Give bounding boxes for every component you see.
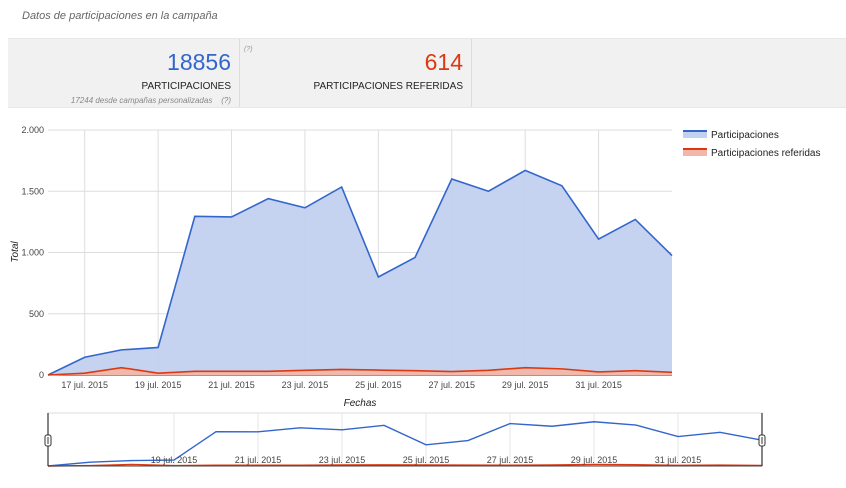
stat-participations-sub-text: 17244 desde campañas personalizadas — [70, 96, 213, 105]
stat-participations-sub: 17244 desde campañas personalizadas (?) — [71, 96, 231, 105]
stat-referred-label: PARTICIPACIONES REFERIDAS — [313, 81, 463, 92]
x-tick-label: 17 jul. 2015 — [61, 380, 108, 390]
y-tick-label: 1.000 — [21, 248, 44, 258]
navigator-tick-label: 27 jul. 2015 — [487, 455, 534, 465]
legend-label-1: Participaciones referidas — [711, 148, 821, 159]
line-series-0 — [47, 169, 673, 376]
stat-participations-label: PARTICIPACIONES — [141, 81, 231, 92]
y-axis-title: Total — [10, 241, 21, 263]
x-tick-label: 31 jul. 2015 — [575, 380, 622, 390]
x-tick-label: 25 jul. 2015 — [355, 380, 402, 390]
navigator-line-0 — [47, 421, 763, 467]
legend-label-0: Participaciones — [711, 130, 779, 141]
legend: Participaciones Participaciones referidas — [683, 130, 821, 159]
y-axis-ticks: 0 500 1.000 1.500 2.000 — [21, 125, 44, 380]
navigator-line-1 — [47, 463, 763, 467]
stat-participations: 18856 PARTICIPACIONES 17244 desde campañ… — [8, 39, 240, 107]
help-icon[interactable]: (?) — [244, 46, 253, 53]
stat-referred-value: 614 — [424, 49, 463, 75]
y-tick-label: 500 — [29, 309, 44, 319]
y-tick-label: 2.000 — [21, 125, 44, 135]
navigator-tick-label: 23 jul. 2015 — [319, 455, 366, 465]
navigator-tick-label: 19 jul. 2015 — [151, 455, 198, 465]
navigator-tick-label: 21 jul. 2015 — [235, 455, 282, 465]
x-tick-label: 27 jul. 2015 — [428, 380, 475, 390]
x-axis-ticks: 17 jul. 2015 19 jul. 2015 21 jul. 2015 23 j… — [61, 380, 621, 390]
series-areas — [48, 170, 672, 375]
navigator-tick-label: 29 jul. 2015 — [571, 455, 618, 465]
range-navigator: 19 jul. 2015 21 jul. 2015 23 jul. 2015 25 j… — [44, 412, 766, 467]
stat-referred: (?) 614 PARTICIPACIONES REFERIDAS — [240, 39, 472, 107]
stat-participations-value: 18856 — [167, 49, 231, 75]
section-title: Datos de participaciones en la campaña — [22, 10, 218, 22]
navigator-tick-label: 31 jul. 2015 — [655, 455, 702, 465]
legend-swatch-0 — [683, 131, 707, 138]
y-tick-label: 1.500 — [21, 186, 44, 196]
x-tick-label: 29 jul. 2015 — [502, 380, 549, 390]
x-tick-label: 21 jul. 2015 — [208, 380, 255, 390]
area-series-1 — [48, 367, 672, 375]
x-tick-label: 19 jul. 2015 — [135, 380, 182, 390]
sub-help-icon[interactable]: (?) — [221, 96, 231, 105]
legend-swatch-1 — [683, 149, 707, 156]
y-tick-label: 0 — [39, 370, 44, 380]
stats-bar: 18856 PARTICIPACIONES 17244 desde campañ… — [8, 38, 846, 108]
x-axis-title: Fechas — [344, 398, 377, 409]
area-series-0 — [48, 170, 672, 375]
series-lines — [47, 169, 673, 376]
line-series-1 — [47, 366, 673, 376]
navigator-tick-label: 25 jul. 2015 — [403, 455, 450, 465]
x-tick-label: 23 jul. 2015 — [282, 380, 329, 390]
navigator-frame — [47, 412, 763, 467]
